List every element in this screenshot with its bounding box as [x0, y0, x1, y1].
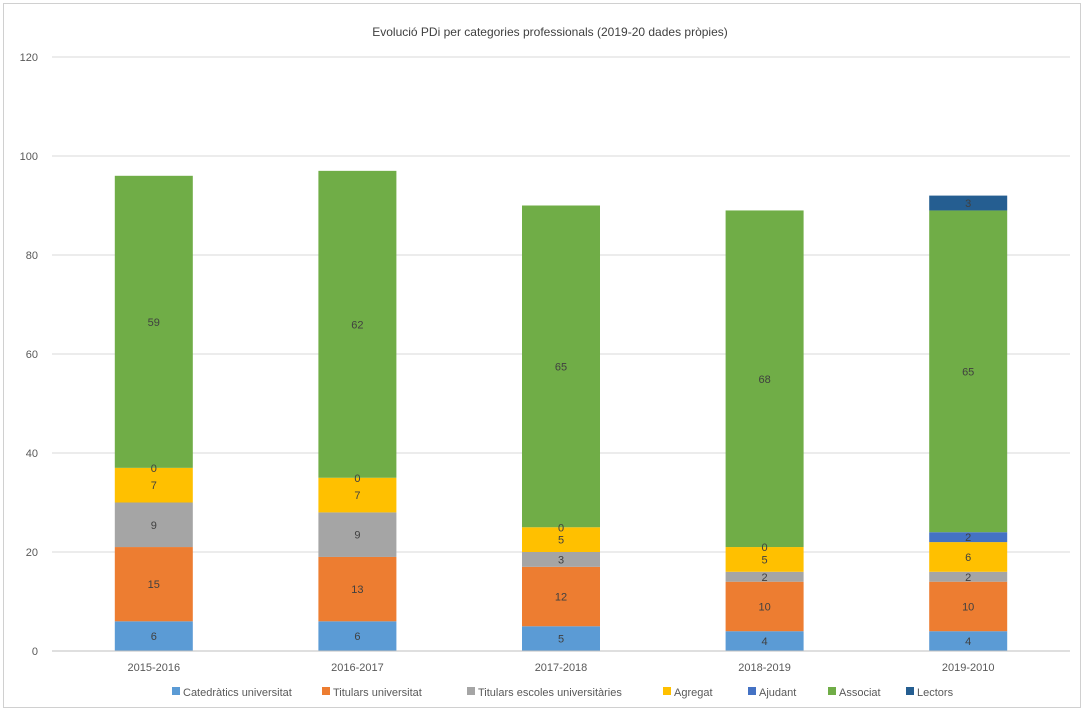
data-label: 13 — [351, 584, 363, 596]
bar-segment — [522, 552, 600, 567]
legend-swatch — [467, 687, 475, 695]
bar-segment — [114, 175, 193, 468]
legend-swatch — [906, 687, 914, 695]
data-label: 59 — [148, 317, 160, 329]
bar-segment — [929, 631, 1008, 651]
data-label: 4 — [965, 636, 971, 648]
bar-segment — [114, 621, 193, 651]
bar-segment — [929, 542, 1008, 572]
bar-segment — [725, 571, 804, 582]
data-label: 65 — [962, 366, 974, 378]
bar-segment — [522, 205, 600, 528]
bar-segment — [929, 532, 1008, 543]
data-label: 10 — [758, 601, 770, 613]
data-label: 2 — [965, 572, 971, 584]
data-label: 0 — [151, 463, 157, 475]
x-tick-label: 2016-2017 — [331, 662, 384, 674]
y-tick-label: 80 — [26, 250, 38, 262]
bar-segment — [318, 556, 397, 622]
data-label: 0 — [558, 522, 564, 534]
data-label: 6 — [354, 631, 360, 643]
y-tick-label: 20 — [26, 547, 38, 559]
bar-segment — [522, 566, 600, 627]
x-tick-label: 2018-2019 — [738, 662, 791, 674]
data-label: 12 — [555, 592, 567, 604]
y-tick-label: 60 — [26, 349, 38, 361]
legend-entry: Agregat — [674, 687, 713, 699]
legend-swatch — [663, 687, 671, 695]
bar-segment — [522, 626, 600, 651]
data-label: 68 — [758, 374, 770, 386]
data-label: 65 — [555, 361, 567, 373]
data-label: 10 — [962, 601, 974, 613]
data-label: 6 — [965, 552, 971, 564]
bar-segment — [929, 581, 1008, 632]
legend-swatch — [748, 687, 756, 695]
stacked-bar-chart: Evolució PDi per categories professional… — [20, 25, 1070, 699]
data-label: 6 — [151, 631, 157, 643]
bar-segment — [114, 547, 193, 622]
data-label: 15 — [148, 579, 160, 591]
legend-swatch — [828, 687, 836, 695]
x-tick-label: 2019-2010 — [942, 662, 995, 674]
data-label: 9 — [354, 530, 360, 542]
data-label: 2 — [762, 572, 768, 584]
bar-segment — [929, 571, 1008, 582]
x-tick-label: 2015-2016 — [127, 662, 180, 674]
bar-segment — [725, 547, 804, 572]
bar-segment — [318, 621, 397, 651]
data-label: 3 — [558, 554, 564, 566]
chart-frame: Evolució PDi per categories professional… — [3, 3, 1081, 708]
x-tick-label: 2017-2018 — [535, 662, 588, 674]
y-tick-label: 100 — [20, 151, 38, 163]
bar-segment — [318, 512, 397, 557]
legend-swatch — [322, 687, 330, 695]
bar-segment — [725, 210, 804, 548]
data-label: 5 — [558, 634, 564, 646]
data-label: 4 — [762, 636, 768, 648]
data-label: 7 — [354, 490, 360, 502]
bar-segment — [929, 195, 1008, 211]
data-label: 5 — [558, 535, 564, 547]
legend-entry: Titulars universitat — [333, 687, 422, 699]
bar-segment — [929, 210, 1008, 533]
bar-segment — [725, 581, 804, 632]
bar-segment — [725, 631, 804, 651]
y-tick-label: 0 — [32, 646, 38, 658]
legend-entry: Associat — [839, 687, 881, 699]
data-label: 9 — [151, 520, 157, 532]
legend-entry: Catedràtics universitat — [183, 687, 292, 699]
data-label: 3 — [965, 198, 971, 210]
y-tick-label: 40 — [26, 448, 38, 460]
legend-entry: Lectors — [917, 687, 954, 699]
chart-title: Evolució PDi per categories professional… — [372, 25, 728, 39]
bar-segment — [522, 527, 600, 552]
data-label: 7 — [151, 480, 157, 492]
bar-segment — [114, 502, 193, 548]
bar-segment — [114, 467, 193, 503]
legend-entry: Ajudant — [759, 687, 796, 699]
data-label: 0 — [354, 473, 360, 485]
y-tick-label: 120 — [20, 52, 38, 64]
data-label: 62 — [351, 319, 363, 331]
legend-swatch — [172, 687, 180, 695]
data-label: 5 — [762, 554, 768, 566]
bar-segment — [318, 477, 397, 513]
bar-segment — [318, 170, 397, 478]
legend-entry: Titulars escoles universitàries — [478, 687, 622, 699]
data-label: 0 — [762, 542, 768, 554]
data-label: 2 — [965, 532, 971, 544]
